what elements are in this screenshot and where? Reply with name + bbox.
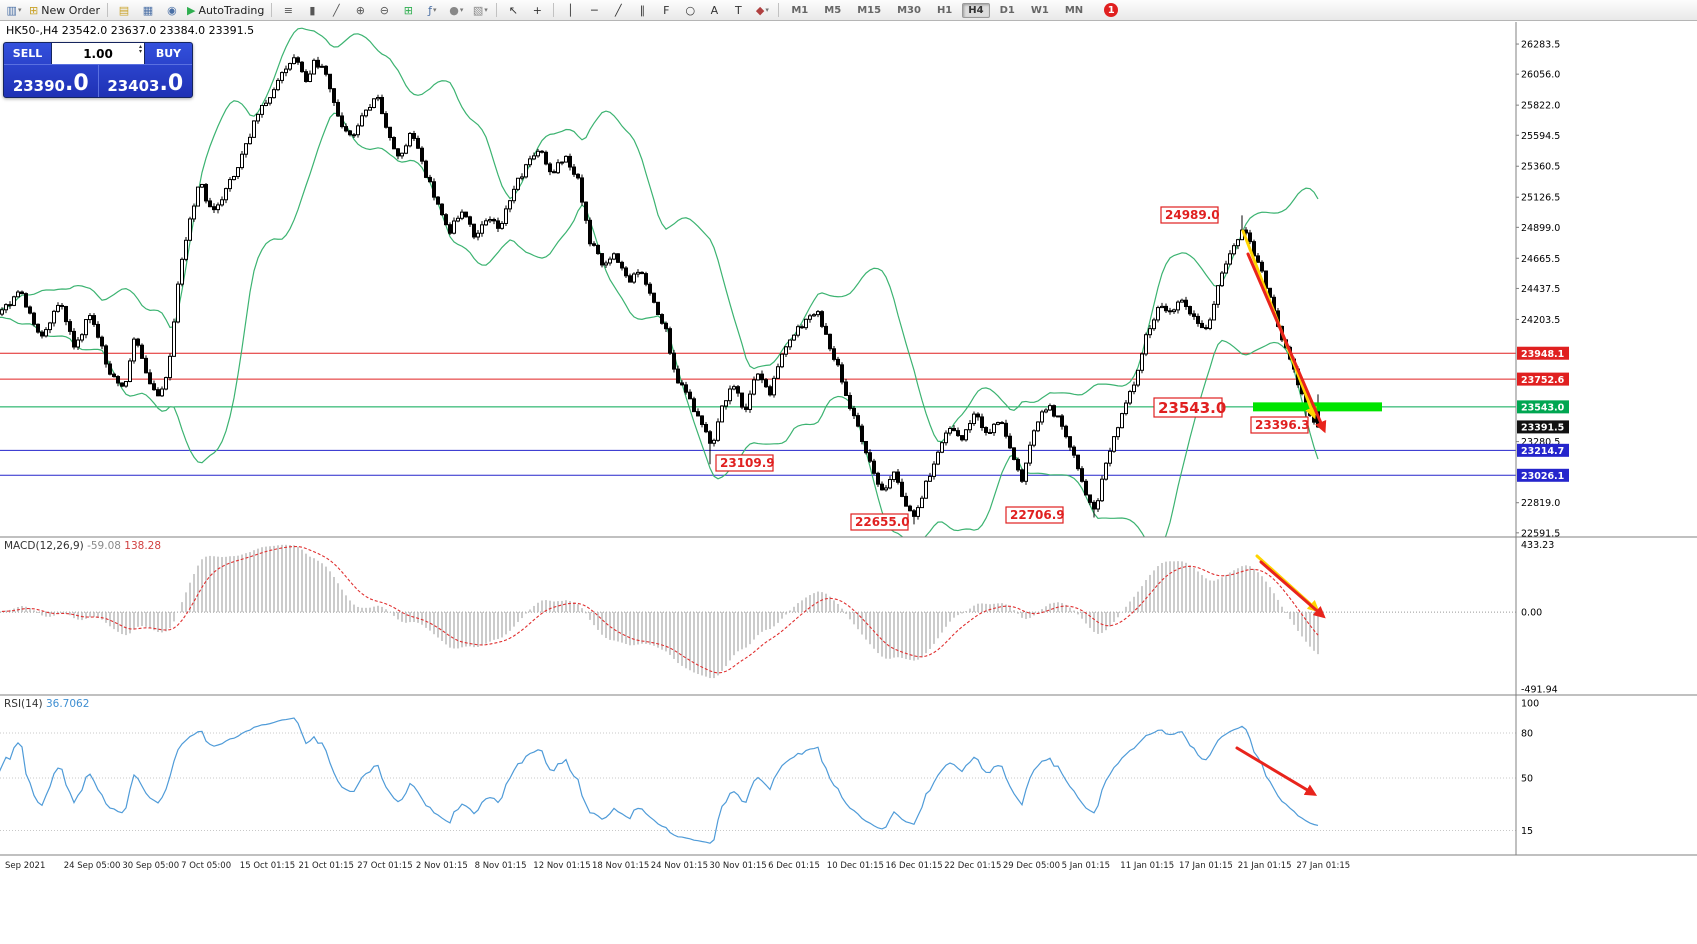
timeframe-w1-button[interactable]: W1 [1025, 3, 1055, 18]
market-watch-icon[interactable]: ▦ [137, 2, 159, 19]
sell-price[interactable]: 23390.0 [4, 65, 99, 97]
vertical-line-icon[interactable]: │ [559, 2, 581, 19]
buy-price[interactable]: 23403.0 [99, 65, 193, 97]
arrows-tool-icon: ◆ [756, 5, 764, 16]
time-axis[interactable] [0, 855, 1697, 876]
vertical-line-icon: │ [567, 5, 574, 16]
market-watch-icon: ▦ [143, 5, 153, 16]
autotrading-button-label: AutoTrading [198, 4, 264, 17]
timeframe-m1-button[interactable]: M1 [785, 3, 814, 18]
main-chart-panel[interactable] [0, 22, 1516, 537]
horizontal-line-icon[interactable]: ─ [583, 2, 605, 19]
rsi-panel[interactable] [0, 695, 1516, 855]
toolbar-separator [107, 3, 108, 17]
cursor-icon[interactable]: ↖ [502, 2, 524, 19]
dropdown-arrow-icon: ▾ [460, 6, 464, 14]
new-order-button-label: New Order [41, 4, 100, 17]
trendline-icon: ╱ [615, 5, 622, 16]
volume-spinner: ▴ ▾ [139, 44, 142, 55]
equidistant-channel-icon[interactable]: ∥ [631, 2, 653, 19]
shapes-icon: ○ [686, 5, 696, 16]
timeframes-menu-icon[interactable]: ●▾ [445, 2, 467, 19]
dropdown-arrow-icon: ▾ [765, 6, 769, 14]
profiles-icon: ▤ [119, 5, 129, 16]
text-icon: A [711, 5, 719, 16]
autotrading-button[interactable]: ▶AutoTrading [185, 2, 266, 19]
navigator-icon[interactable]: ◉ [161, 2, 183, 19]
arrows-tool-icon[interactable]: ◆▾ [751, 2, 773, 19]
bar-chart-icon: ≡ [284, 5, 293, 16]
crosshair-icon[interactable]: + [526, 2, 548, 19]
toolbar-separator [496, 3, 497, 17]
chart-canvas[interactable]: 24989.023543.023396.323109.922655.022706… [0, 0, 1697, 944]
dropdown-arrow-icon: ▾ [18, 6, 22, 14]
toolbar-separator [778, 3, 779, 17]
new-order-button[interactable]: ⊞New Order [27, 2, 102, 19]
text-icon[interactable]: A [703, 2, 725, 19]
timeframe-d1-button[interactable]: D1 [994, 3, 1021, 18]
fibonacci-icon: F [663, 5, 669, 16]
indicators-icon: ƒ [428, 5, 432, 16]
text-label-icon[interactable]: T [727, 2, 749, 19]
ohlc-info: HK50-,H4 23542.0 23637.0 23384.0 23391.5 [6, 24, 254, 37]
line-chart-icon: ╱ [333, 5, 340, 16]
tile-windows-icon[interactable]: ⊞ [397, 2, 419, 19]
equidistant-channel-icon: ∥ [640, 5, 646, 16]
toolbar-separator [271, 3, 272, 17]
cursor-icon: ↖ [509, 5, 518, 16]
horizontal-line-icon: ─ [591, 5, 598, 16]
profiles-icon[interactable]: ▤ [113, 2, 135, 19]
one-click-trading-panel: SELL 1.00 ▴ ▾ BUY 23390.0 23403.0 [3, 42, 193, 98]
timeframe-m15-button[interactable]: M15 [851, 3, 887, 18]
templates-icon[interactable]: ▧▾ [469, 2, 491, 19]
timeframe-h1-button[interactable]: H1 [931, 3, 958, 18]
trendline-icon[interactable]: ╱ [607, 2, 629, 19]
macd-panel[interactable] [0, 537, 1516, 695]
timeframe-h4-button[interactable]: H4 [962, 3, 989, 18]
volume-input[interactable]: 1.00 ▴ ▾ [51, 43, 145, 64]
price-axis[interactable] [1516, 22, 1697, 855]
buy-button[interactable]: BUY [145, 43, 192, 64]
main-toolbar: ▥▾⊞New Order▤▦◉▶AutoTrading≡▮╱⊕⊖⊞ƒ▾●▾▧▾↖… [0, 0, 1697, 21]
zoom-out-icon: ⊖ [380, 5, 389, 16]
dropdown-arrow-icon: ▾ [433, 6, 437, 14]
zoom-in-icon: ⊕ [356, 5, 365, 16]
sell-button[interactable]: SELL [4, 43, 51, 64]
zoom-out-icon[interactable]: ⊖ [373, 2, 395, 19]
timeframe-m30-button[interactable]: M30 [891, 3, 927, 18]
candlestick-chart-icon: ▮ [309, 5, 315, 16]
fibonacci-icon[interactable]: F [655, 2, 677, 19]
volume-value: 1.00 [83, 47, 113, 61]
new-order-icon: ⊞ [29, 5, 38, 16]
new-chart-icon: ▥ [7, 5, 17, 16]
templates-icon: ▧ [473, 5, 483, 16]
text-label-icon: T [735, 5, 742, 16]
toolbar-separator [553, 3, 554, 17]
dropdown-arrow-icon: ▾ [484, 6, 488, 14]
volume-down-icon[interactable]: ▾ [139, 49, 142, 54]
navigator-icon: ◉ [167, 5, 177, 16]
trading-platform-window: ▥▾⊞New Order▤▦◉▶AutoTrading≡▮╱⊕⊖⊞ƒ▾●▾▧▾↖… [0, 0, 1697, 944]
line-chart-icon[interactable]: ╱ [325, 2, 347, 19]
shapes-icon[interactable]: ○ [679, 2, 701, 19]
timeframe-mn-button[interactable]: MN [1059, 3, 1089, 18]
new-chart-icon[interactable]: ▥▾ [3, 2, 25, 19]
bar-chart-icon[interactable]: ≡ [277, 2, 299, 19]
candlestick-chart-icon[interactable]: ▮ [301, 2, 323, 19]
crosshair-icon: + [533, 5, 542, 16]
timeframe-m5-button[interactable]: M5 [818, 3, 847, 18]
autotrading-play-icon: ▶ [187, 5, 195, 16]
tile-windows-icon: ⊞ [404, 5, 413, 16]
zoom-in-icon[interactable]: ⊕ [349, 2, 371, 19]
indicators-icon[interactable]: ƒ▾ [421, 2, 443, 19]
notifications-badge[interactable]: 1 [1104, 3, 1118, 17]
timeframes-menu-icon: ● [449, 5, 459, 16]
